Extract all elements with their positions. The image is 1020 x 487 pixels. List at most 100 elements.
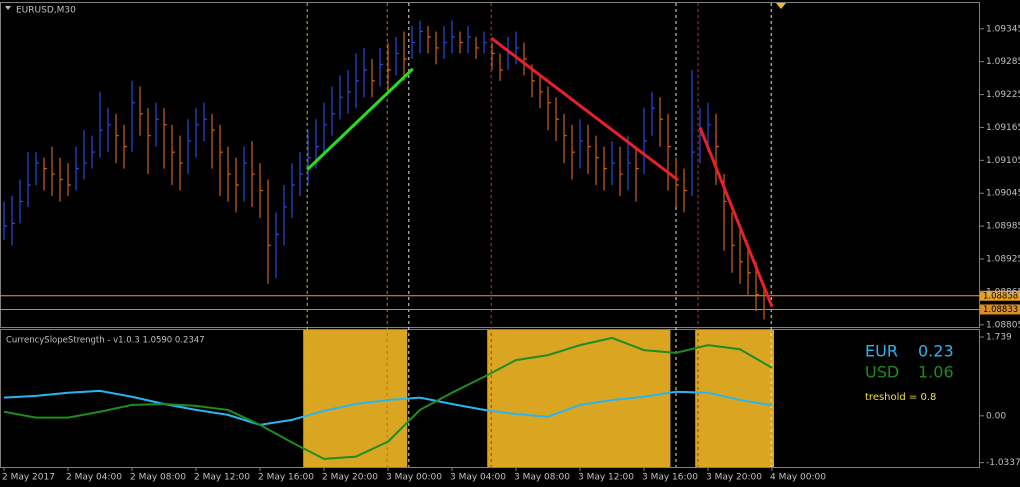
price-tag-label: 1.08833 (983, 305, 1018, 315)
price-bar (747, 245, 751, 295)
chart-shift-marker[interactable] (776, 3, 786, 9)
price-bar (467, 26, 471, 54)
legend-eur-value: 0.23 (918, 342, 954, 361)
price-bar (131, 80, 135, 153)
price-bar (163, 108, 167, 169)
price-bar (715, 113, 719, 186)
legend-usd-name: USD (865, 363, 899, 382)
price-bar (411, 26, 415, 59)
price-bar (283, 185, 287, 246)
price-bar (691, 69, 695, 196)
price-bar (11, 195, 15, 246)
y-tick-label: 1.08985 (986, 222, 1020, 232)
price-bar (459, 31, 463, 54)
price-bar (195, 108, 199, 158)
price-bar (547, 86, 551, 131)
price-bar (491, 42, 495, 70)
price-bar (115, 113, 119, 164)
price-bar (203, 102, 207, 142)
price-bar (179, 135, 183, 191)
price-bar (67, 163, 71, 196)
price-bar (347, 69, 351, 114)
price-bar (259, 163, 263, 218)
price-bar (299, 152, 303, 196)
price-bar (371, 58, 375, 98)
price-bar (499, 53, 503, 81)
price-bar (563, 113, 567, 164)
x-tick-label: 3 May 04:00 (450, 473, 506, 483)
x-tick-label: 4 May 00:00 (770, 473, 826, 483)
x-tick-label: 2 May 16:00 (258, 473, 314, 483)
price-bar (683, 168, 687, 213)
y-tick-label: 1.09225 (986, 90, 1020, 100)
price-bar (3, 201, 7, 240)
price-bar (267, 179, 271, 284)
price-bar (627, 135, 631, 191)
price-bar (763, 289, 767, 320)
price-bar (515, 31, 519, 65)
price-bar (43, 157, 47, 191)
symbol-title: EURUSD,M30 (16, 6, 76, 16)
price-bar (651, 91, 655, 136)
price-bar (155, 102, 159, 147)
price-bar (291, 163, 295, 218)
price-bar (99, 91, 103, 158)
price-bar (435, 31, 439, 65)
y-tick-label: 1.09345 (986, 24, 1020, 34)
price-bar (323, 102, 327, 153)
price-bar (451, 20, 455, 54)
price-bar (379, 47, 383, 87)
trend-line (306, 67, 414, 171)
x-tick-label: 2 May 08:00 (130, 473, 186, 483)
price-bar (27, 152, 31, 207)
price-bar (483, 31, 487, 54)
threshold-label: treshold = 0.8 (865, 392, 936, 403)
price-bar (19, 179, 23, 224)
trend-line (490, 36, 679, 182)
price-bar (587, 124, 591, 175)
price-bar (427, 26, 431, 54)
y-tick-label: 1.09285 (986, 57, 1020, 67)
price-bar (571, 124, 575, 180)
price-bar (619, 146, 623, 196)
y-tick-label: 1.08925 (986, 255, 1020, 265)
price-bar (75, 146, 79, 191)
y-tick-label: 1.739 (986, 333, 1012, 343)
x-tick-label: 2 May 2017 (2, 473, 55, 483)
price-bar (667, 113, 671, 191)
price-bar (219, 124, 223, 196)
price-bar (275, 212, 279, 279)
price-bar (139, 86, 143, 136)
price-bar (83, 130, 87, 180)
strength-line (3, 389, 773, 426)
legend-eur-name: EUR (865, 342, 898, 361)
y-tick-label: 1.09105 (986, 156, 1020, 166)
price-bar (387, 42, 391, 92)
x-tick-label: 2 May 12:00 (194, 473, 250, 483)
trend-line (698, 126, 774, 308)
price-tag (980, 304, 1020, 315)
price-bar (739, 228, 743, 284)
price-bar (659, 97, 663, 147)
price-bar (643, 108, 647, 175)
price-bar (635, 146, 639, 202)
price-bar (307, 130, 311, 186)
price-bar (403, 31, 407, 81)
price-bar (395, 36, 399, 76)
price-bar (243, 146, 247, 202)
price-bar (123, 124, 127, 169)
indicator-panel-frame (0, 329, 980, 468)
price-tag (980, 290, 1020, 301)
price-bar (523, 42, 527, 76)
signal-zone (303, 330, 408, 467)
price-bar (595, 135, 599, 186)
x-tick-label: 3 May 00:00 (386, 473, 442, 483)
price-bar (363, 47, 367, 98)
price-bar (171, 124, 175, 186)
price-bar (235, 157, 239, 213)
price-bar (443, 26, 447, 59)
x-tick-label: 3 May 16:00 (642, 473, 698, 483)
menu-arrow[interactable] (5, 6, 11, 10)
indicator-title: CurrencySlopeStrength - v1.0.3 1.0590 0.… (6, 336, 205, 346)
